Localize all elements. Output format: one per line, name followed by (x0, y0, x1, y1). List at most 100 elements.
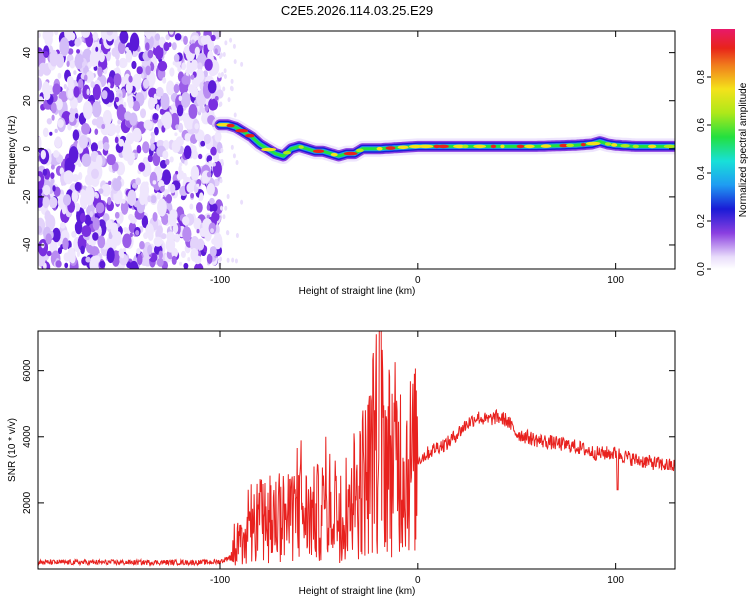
spectrogram-noise (38, 31, 244, 269)
snr-xtick-label: 100 (607, 575, 624, 586)
noise-blob (123, 226, 128, 233)
noise-blob (89, 211, 93, 218)
noise-blob (136, 247, 141, 255)
noise-blob (216, 89, 224, 99)
ridge-peak (524, 144, 535, 149)
noise-blob (229, 37, 233, 43)
noise-blob (98, 51, 105, 63)
noise-blob (156, 257, 164, 267)
ridge-peak (490, 144, 497, 149)
noise-blob (63, 84, 67, 90)
noise-blob (114, 211, 120, 219)
noise-blob (66, 76, 74, 86)
noise-blob (183, 35, 188, 45)
noise-blob (162, 77, 167, 84)
spectrogram-ytick-label: 20 (22, 95, 33, 107)
noise-blob (54, 136, 62, 148)
noise-blob (94, 128, 99, 135)
noise-blob (59, 221, 66, 229)
noise-blob (91, 168, 99, 179)
snr-ytick-label: 6000 (22, 359, 33, 382)
noise-blob (145, 223, 154, 239)
noise-blob (166, 238, 173, 245)
snr-xlabel: Height of straight line (km) (299, 586, 416, 597)
noise-blob (219, 256, 223, 262)
noise-blob (162, 111, 173, 130)
ridge-peak (663, 144, 675, 149)
noise-blob (190, 59, 198, 71)
noise-blob (78, 162, 82, 167)
ridge-peak (397, 145, 409, 150)
noise-blob (190, 86, 199, 98)
colorbar-tick-label: 0.2 (696, 214, 707, 228)
noise-blob (129, 232, 133, 238)
noise-blob (86, 205, 96, 216)
ridge-peak (620, 143, 630, 148)
noise-blob (54, 98, 63, 111)
spectrogram-ytick-label: 0 (22, 146, 33, 152)
noise-blob (82, 61, 86, 68)
colorbar-gradient (711, 29, 735, 269)
noise-blob (74, 53, 84, 70)
noise-blob (112, 178, 122, 192)
noise-blob (193, 262, 204, 269)
noise-blob (146, 32, 151, 40)
noise-blob (152, 113, 159, 121)
noise-blob (74, 181, 82, 192)
noise-blob (147, 154, 154, 163)
noise-blob (147, 244, 153, 255)
snr-panel: -100 0 100 2000 4000 6000 Height of straight … (7, 330, 676, 597)
spectrogram-xtick-label: 0 (415, 275, 421, 286)
snr-plot-area (38, 331, 675, 569)
noise-blob (214, 95, 219, 101)
noise-blob (50, 164, 55, 170)
colorbar-ticks: 0.0 0.2 0.4 0.6 0.8 (696, 70, 711, 276)
snr-xtick-label: -100 (210, 575, 230, 586)
noise-blob (150, 195, 157, 204)
noise-blob (122, 233, 132, 249)
noise-blob (183, 116, 191, 129)
noise-blob (52, 185, 56, 192)
noise-blob (93, 255, 101, 264)
noise-blob (163, 42, 170, 52)
noise-blob (38, 32, 41, 39)
noise-blob (183, 145, 192, 160)
noise-blob (173, 83, 180, 94)
noise-blob (52, 227, 61, 243)
noise-blob (181, 62, 187, 71)
noise-blob (135, 230, 140, 236)
noise-blob (231, 257, 235, 263)
noise-blob (97, 140, 104, 150)
spectrogram-ridge (212, 116, 675, 164)
noise-blob (151, 134, 155, 141)
noise-blob (121, 198, 126, 204)
noise-blob (134, 152, 138, 158)
noise-blob (206, 155, 213, 162)
noise-blob (220, 147, 224, 153)
noise-blob (158, 250, 163, 260)
noise-blob (135, 177, 142, 186)
noise-blob (69, 59, 76, 69)
noise-blob (81, 31, 91, 38)
noise-blob (182, 216, 190, 226)
noise-blob (153, 236, 163, 247)
noise-blob (62, 237, 69, 251)
spectrogram-ytick-label: -20 (22, 189, 33, 204)
noise-blob (76, 49, 81, 54)
ridge-peak (462, 144, 469, 149)
noise-blob (124, 111, 132, 121)
noise-blob (63, 170, 74, 185)
noise-blob (235, 233, 239, 239)
noise-blob (189, 203, 194, 210)
noise-blob (195, 68, 205, 83)
ridge-peak (355, 148, 364, 153)
noise-blob (125, 80, 133, 94)
noise-blob (147, 49, 154, 59)
noise-blob (118, 248, 124, 258)
noise-blob (217, 72, 222, 79)
noise-blob (210, 228, 214, 234)
noise-blob (92, 84, 101, 101)
noise-blob (184, 133, 192, 142)
noise-blob (154, 45, 164, 60)
snr-ytick-label: 4000 (22, 425, 33, 448)
